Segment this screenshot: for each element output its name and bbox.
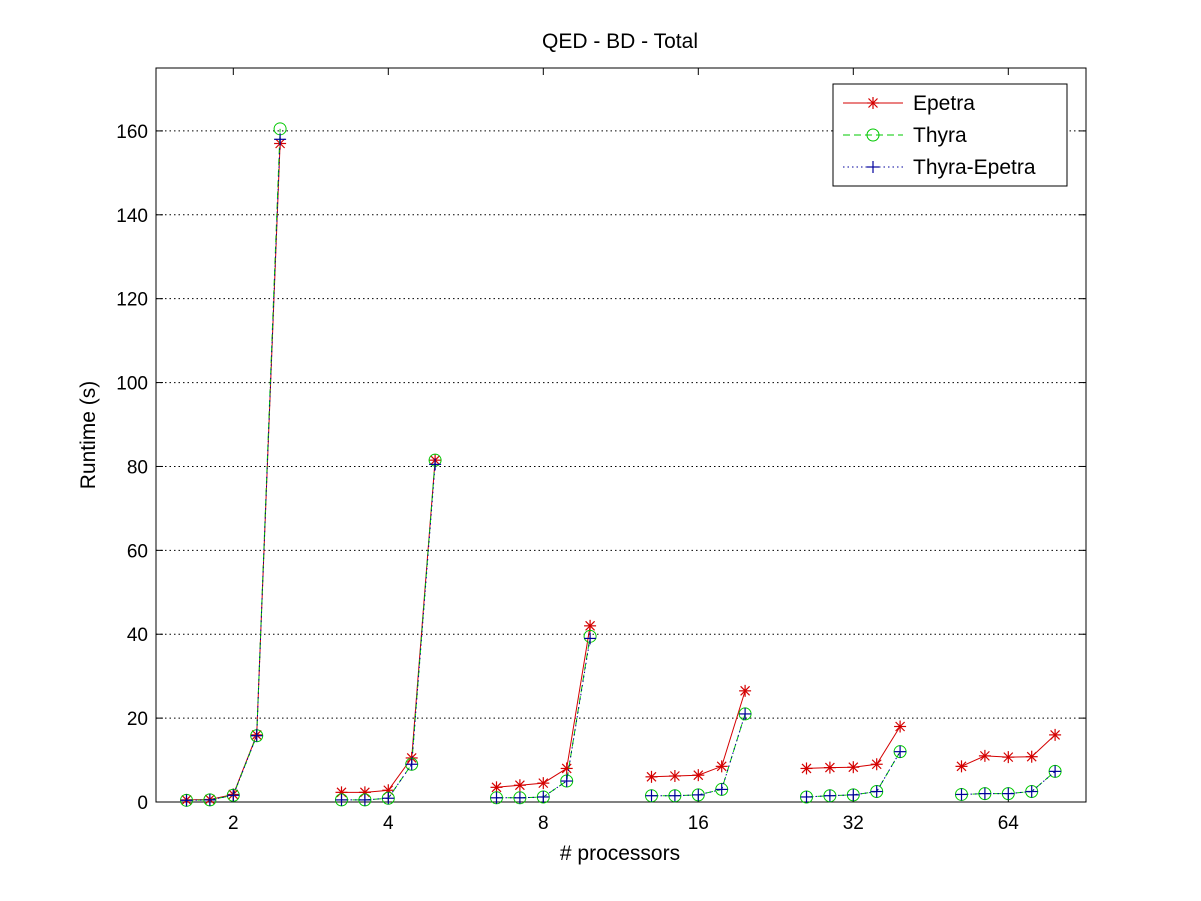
data-point: [894, 745, 907, 758]
series-line-segment: [186, 128, 281, 801]
series-layer: [180, 122, 1062, 807]
data-point: [513, 779, 526, 792]
data-point: [1025, 750, 1038, 763]
grid: [156, 130, 1086, 719]
series-line-segment: [496, 625, 591, 788]
y-tick-label: 40: [127, 625, 148, 646]
data-point: [274, 133, 287, 146]
series-line-segment: [341, 460, 436, 801]
plot-area: [155, 67, 1087, 803]
data-point: [560, 762, 573, 775]
y-tick-label: 120: [116, 290, 148, 311]
legend-marker: [867, 97, 879, 109]
data-point: [1002, 751, 1015, 764]
legend-entry: Epetra: [843, 92, 975, 115]
data-point: [823, 761, 836, 774]
series-line-segment: [651, 713, 746, 797]
x-tick-label: 4: [383, 813, 394, 834]
chart-title: QED - BD - Total: [542, 30, 698, 53]
series-line-segment: [651, 713, 746, 797]
data-point: [382, 792, 395, 805]
x-tick-label: 2: [228, 813, 239, 834]
data-point: [955, 760, 968, 773]
series-line-segment: [496, 636, 591, 799]
x-tick-label: 16: [688, 813, 709, 834]
data-point: [227, 789, 240, 802]
data-point: [870, 785, 883, 798]
data-point: [692, 788, 705, 801]
x-axis: 2 4 8 16 32 64: [228, 68, 1019, 834]
data-point: [645, 770, 658, 783]
data-point: [513, 791, 526, 804]
data-point: [800, 762, 813, 775]
y-tick-label: 0: [137, 793, 148, 814]
data-point: [335, 793, 348, 806]
data-point: [584, 632, 597, 645]
data-point: [180, 794, 193, 807]
legend-label: Thyra: [913, 124, 967, 147]
data-point: [715, 783, 728, 796]
series-line-segment: [341, 460, 436, 793]
y-tick-label: 140: [116, 206, 148, 227]
data-point: [894, 720, 907, 733]
y-tick-label: 20: [127, 709, 148, 730]
data-point: [847, 761, 860, 774]
legend: Epetra Thyra Thyra-Epetra: [832, 83, 1068, 187]
y-axis-label: Runtime (s): [77, 381, 100, 490]
data-point: [645, 789, 658, 802]
y-tick-label: 80: [127, 457, 148, 478]
data-point: [1025, 785, 1038, 798]
data-point: [358, 793, 371, 806]
data-point: [490, 791, 503, 804]
y-tick-label: 160: [116, 122, 148, 143]
data-point: [978, 749, 991, 762]
y-tick-label: 100: [116, 374, 148, 395]
y-tick-label: 60: [127, 541, 148, 562]
x-tick-label: 64: [998, 813, 1020, 834]
x-axis-label: # processors: [560, 842, 680, 865]
data-point: [1049, 728, 1062, 741]
data-point: [978, 787, 991, 800]
data-point: [1002, 787, 1015, 800]
legend-label: Epetra: [913, 92, 975, 115]
data-point: [537, 790, 550, 803]
data-point: [537, 777, 550, 790]
data-point: [203, 793, 216, 806]
data-point: [870, 758, 883, 771]
legend-marker: [867, 161, 879, 173]
data-point: [668, 789, 681, 802]
data-point: [1049, 765, 1062, 778]
data-point: [692, 769, 705, 782]
data-point: [800, 790, 813, 803]
series-line-segment: [186, 143, 281, 801]
data-point: [715, 760, 728, 773]
series-thyra: [180, 122, 1062, 807]
data-point: [847, 788, 860, 801]
x-tick-label: 32: [843, 813, 864, 834]
legend-entry: Thyra: [843, 124, 967, 147]
data-point: [405, 758, 418, 771]
legend-label: Thyra-Epetra: [913, 156, 1036, 179]
data-point: [955, 788, 968, 801]
series-epetra: [180, 137, 1062, 806]
data-point: [250, 729, 263, 742]
data-point: [560, 775, 573, 788]
series-thyra-epetra: [180, 133, 1062, 807]
data-point: [429, 458, 442, 471]
data-point: [739, 707, 752, 720]
series-line-segment: [186, 139, 281, 801]
series-line-segment: [341, 464, 436, 801]
y-axis: 0 20 40 60 80 100 120 140 160: [116, 122, 1086, 814]
legend-marker: [866, 128, 880, 142]
legend-entry: Thyra-Epetra: [843, 156, 1036, 179]
data-point: [668, 769, 681, 782]
series-line-segment: [806, 751, 901, 798]
data-point: [823, 789, 836, 802]
series-line-segment: [651, 690, 746, 778]
x-tick-label: 8: [538, 813, 549, 834]
data-point: [490, 781, 503, 794]
data-point: [739, 684, 752, 697]
